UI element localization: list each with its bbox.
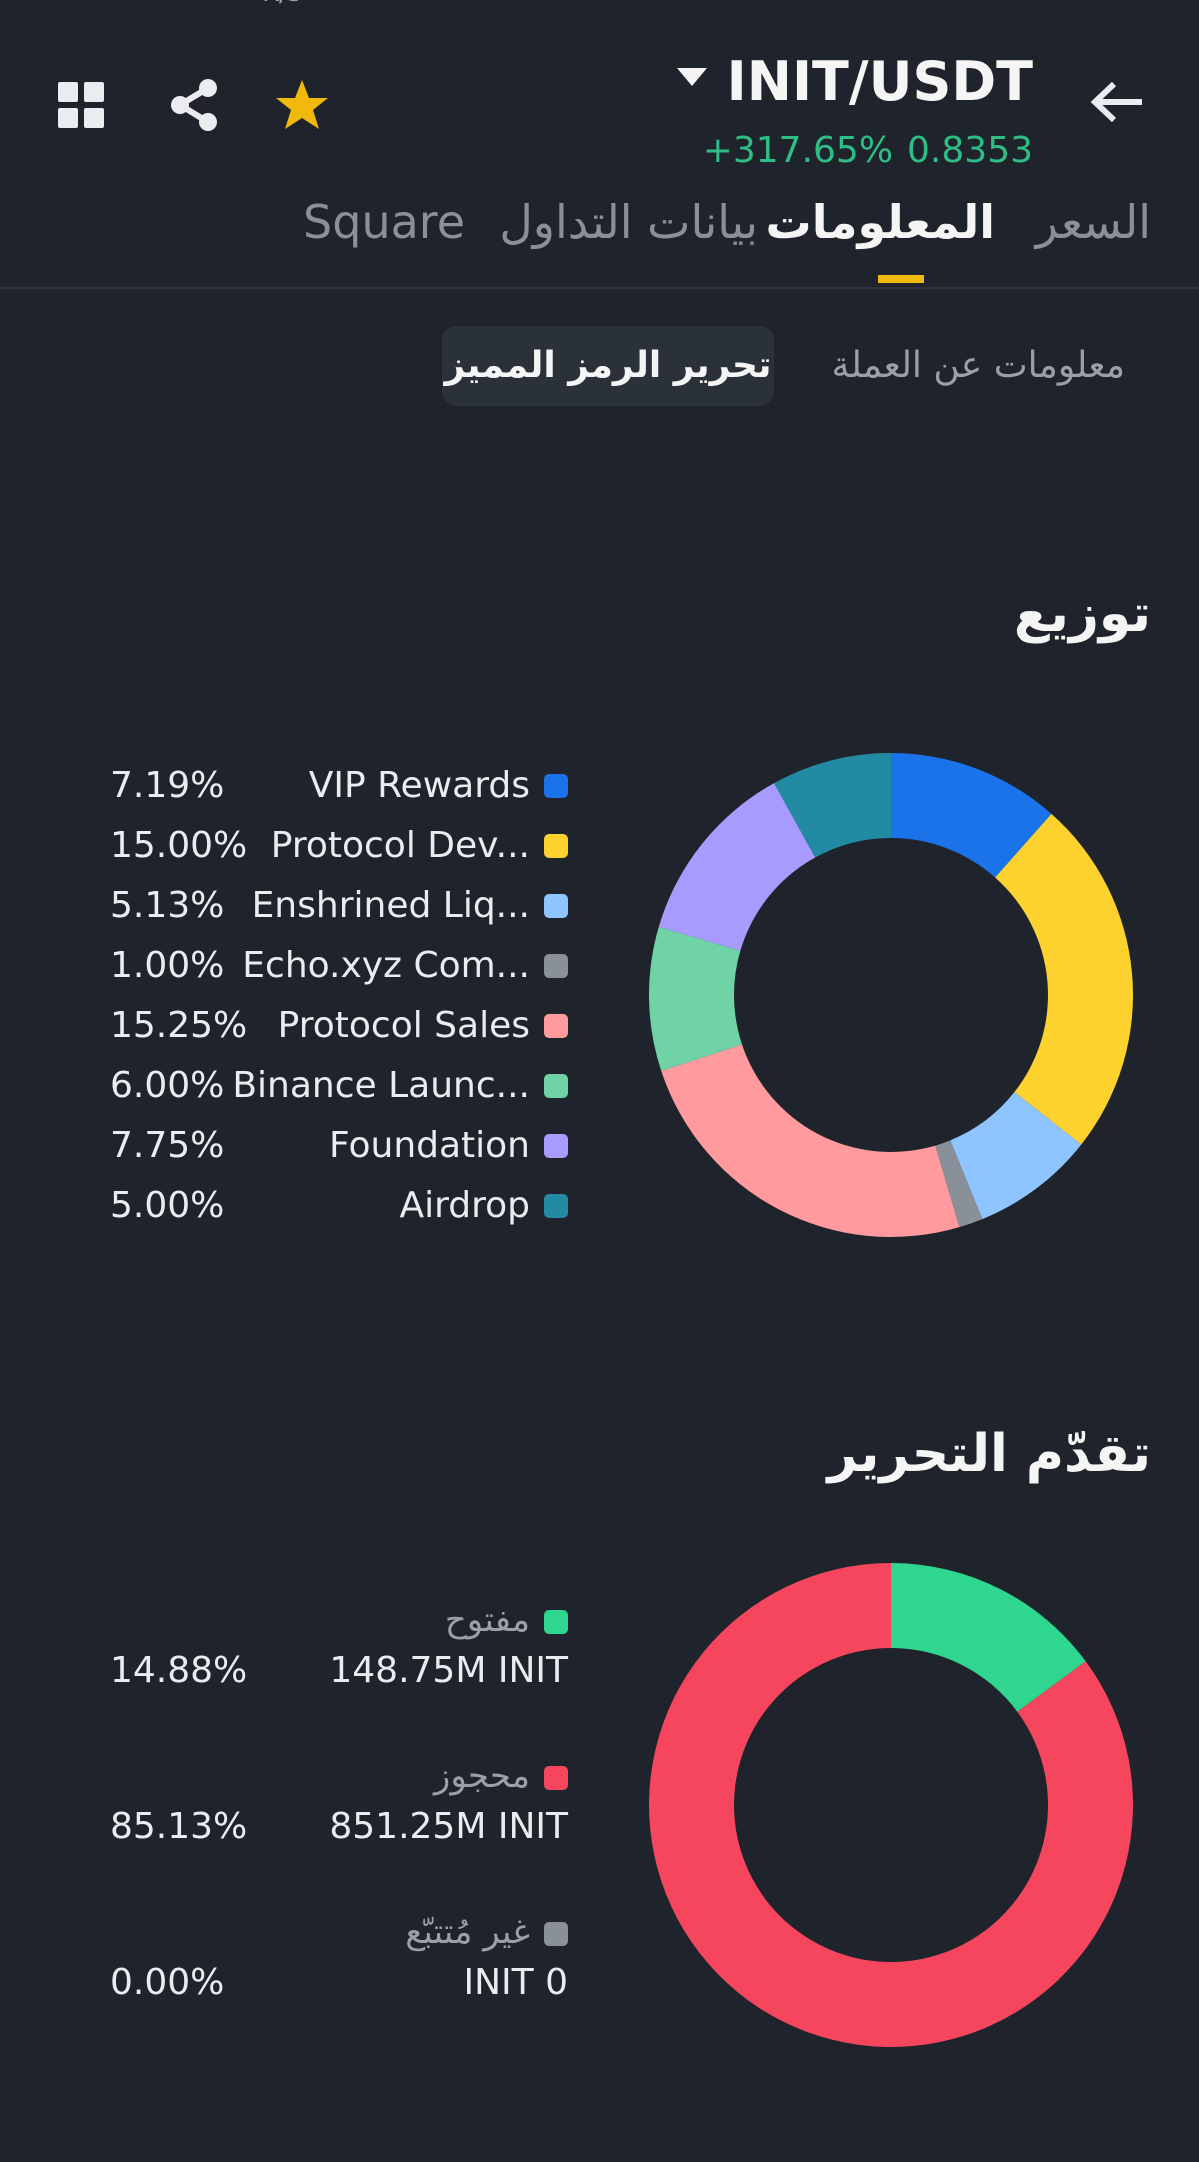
price-quote: +317.65% 0.8353: [689, 130, 1033, 171]
legend-label: Binance Launc...: [232, 1065, 530, 1106]
donut-slice: [891, 1563, 1086, 1712]
distribution-donut-chart: [649, 753, 1133, 1237]
tab-info[interactable]: المعلومات: [765, 195, 995, 249]
unlock-percent: 0.00%: [110, 1962, 225, 2003]
legend-swatch: [544, 774, 568, 798]
donut-slice: [774, 753, 891, 858]
last-price: 0.8353: [907, 130, 1033, 171]
legend-percent: 15.00%: [110, 825, 248, 866]
legend-swatch: [544, 954, 568, 978]
donut-slice: [995, 813, 1133, 1145]
legend-swatch: [544, 1610, 568, 1634]
legend-item: 7.19% VIP Rewards: [0, 756, 580, 816]
unlock-percent: 14.88%: [110, 1650, 248, 1691]
donut-slice: [661, 1044, 960, 1237]
legend-item: 1.00% Echo.xyz Com...: [0, 936, 580, 996]
share-icon[interactable]: [168, 78, 220, 132]
legend-percent: 1.00%: [110, 945, 225, 986]
subtab-coin-info[interactable]: معلومات عن العملة: [831, 345, 1125, 386]
unlock-item: غير مُتتبّع INIT 0 0.00%: [0, 1912, 580, 2022]
active-tab-indicator: [878, 275, 924, 283]
legend-label: Airdrop: [399, 1185, 530, 1226]
unlock-progress-title: تقدّم التحرير: [827, 1424, 1151, 1484]
legend-label: Foundation: [329, 1125, 530, 1166]
subtab-token-unlock[interactable]: تحرير الرمز المميز: [442, 326, 774, 406]
tab-trading-data[interactable]: بيانات التداول: [499, 195, 758, 249]
legend-item: 15.00% Protocol Dev...: [0, 816, 580, 876]
legend-swatch: [544, 894, 568, 918]
legend-swatch: [544, 1922, 568, 1946]
legend-label: Echo.xyz Com...: [242, 945, 530, 986]
price-change: +317.65%: [702, 130, 894, 171]
status-bar-text: K/s: [262, 0, 301, 8]
distribution-title: توزيع: [1013, 584, 1151, 644]
legend-percent: 5.00%: [110, 1185, 225, 1226]
legend-label: Enshrined Liq...: [251, 885, 530, 926]
unlock-status-label: مفتوح: [444, 1600, 530, 1640]
unlock-donut-chart: [648, 1563, 1133, 2047]
legend-percent: 7.19%: [110, 765, 225, 806]
unlock-status-label: محجوز: [433, 1756, 530, 1796]
tab-square[interactable]: Square: [303, 195, 465, 249]
legend-swatch: [544, 1194, 568, 1218]
unlock-amount: 851.25M INIT: [329, 1806, 568, 1847]
unlock-status-label: غير مُتتبّع: [405, 1912, 530, 1952]
star-icon[interactable]: [274, 78, 330, 132]
distribution-legend: 7.19% VIP Rewards 15.00% Protocol Dev... 5.1…: [0, 756, 580, 1236]
legend-swatch: [544, 1134, 568, 1158]
legend-label: Protocol Sales: [277, 1005, 530, 1046]
donut-slice: [658, 783, 816, 951]
unlock-amount: INIT 0: [463, 1962, 568, 2003]
legend-percent: 5.13%: [110, 885, 225, 926]
donut-slice: [649, 926, 742, 1072]
unlock-percent: 85.13%: [110, 1806, 248, 1847]
donut-slice: [648, 1563, 1133, 2047]
legend-swatch: [544, 1074, 568, 1098]
legend-percent: 7.75%: [110, 1125, 225, 1166]
legend-swatch: [544, 1766, 568, 1790]
legend-item: 6.00% Binance Launc...: [0, 1056, 580, 1116]
donut-slice: [950, 1092, 1082, 1220]
unlock-amount: 148.75M INIT: [329, 1650, 568, 1691]
pair-title[interactable]: INIT/USDT: [726, 50, 1033, 113]
donut-slice: [891, 753, 1052, 878]
legend-label: VIP Rewards: [308, 765, 530, 806]
legend-label: Protocol Dev...: [270, 825, 530, 866]
grid-icon[interactable]: [58, 82, 104, 128]
unlock-item: محجوز 851.25M INIT 85.13%: [0, 1756, 580, 1866]
legend-swatch: [544, 1014, 568, 1038]
main-tabs: السعر المعلومات بيانات التداول Square: [0, 195, 1199, 289]
legend-percent: 6.00%: [110, 1065, 225, 1106]
legend-item: 5.00% Airdrop: [0, 1176, 580, 1236]
unlock-legend: مفتوح 148.75M INIT 14.88% محجوز 851.25M INIT…: [0, 1600, 580, 2020]
legend-item: 15.25% Protocol Sales: [0, 996, 580, 1056]
legend-item: 5.13% Enshrined Liq...: [0, 876, 580, 936]
unlock-item: مفتوح 148.75M INIT 14.88%: [0, 1600, 580, 1710]
donut-slice: [935, 1140, 983, 1228]
caret-down-icon[interactable]: [675, 66, 709, 88]
legend-percent: 15.25%: [110, 1005, 248, 1046]
tab-price[interactable]: السعر: [1035, 195, 1151, 249]
legend-swatch: [544, 834, 568, 858]
legend-item: 7.75% Foundation: [0, 1116, 580, 1176]
arrow-left-icon[interactable]: [1090, 80, 1144, 124]
